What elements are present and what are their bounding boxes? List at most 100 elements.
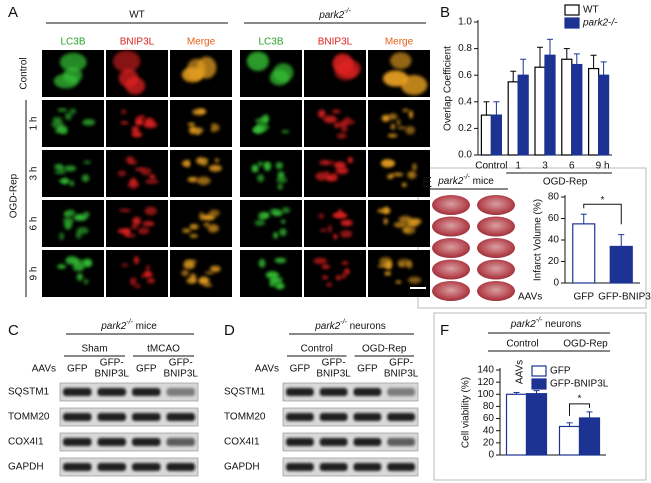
- panel-label: F: [440, 322, 449, 339]
- fluorescence: [203, 283, 213, 287]
- fluorescence: [194, 129, 201, 135]
- y-tick-label: 80: [483, 401, 495, 412]
- fluorescence: [53, 73, 79, 89]
- fluorescence: [269, 69, 289, 86]
- blot-band: [319, 463, 348, 471]
- row-label: 3 h: [29, 167, 40, 181]
- fluorescence: [327, 224, 332, 233]
- fluorescence: [190, 225, 196, 229]
- fluorescence: [204, 271, 215, 275]
- fluorescence: [131, 223, 138, 230]
- fluorescence: [82, 119, 96, 126]
- gene: park2: [314, 321, 340, 332]
- significance-bracket: [583, 203, 622, 225]
- fluorescence: [197, 108, 206, 114]
- fluorescence: [382, 70, 409, 87]
- fluorescence: [196, 157, 206, 165]
- channel-label: LC3B: [60, 37, 85, 48]
- significance-bracket: [569, 403, 590, 416]
- y-tick-label: 0.6: [458, 70, 472, 81]
- lane-label: BNIP3L: [384, 369, 419, 380]
- brain-slice: [432, 195, 470, 215]
- bar: [480, 114, 492, 156]
- bar: [507, 81, 519, 156]
- fluorescence: [69, 108, 77, 115]
- suffix: mice: [133, 321, 157, 332]
- fluorescence: [257, 174, 265, 183]
- fluorescence: [340, 230, 353, 238]
- blot-strip: [59, 432, 199, 452]
- blot-strip: [59, 407, 199, 427]
- fluorescence: [119, 208, 131, 212]
- protein-label: SQSTM1: [224, 387, 266, 398]
- fluorescence: [181, 269, 189, 277]
- fluorescence: [324, 171, 330, 175]
- legend-swatch: [531, 365, 547, 377]
- fluorescence: [313, 257, 328, 265]
- fluorescence: [389, 161, 395, 166]
- superscript: -/-: [344, 8, 351, 15]
- y-axis-label: Overlap Coefficient: [443, 46, 454, 131]
- fluorescence: [405, 126, 415, 135]
- x-tick-label: 1: [515, 161, 521, 172]
- fluorescence: [318, 212, 325, 220]
- y-tick-label: 20: [483, 437, 495, 448]
- blot-band: [166, 388, 195, 396]
- fluorescence: [83, 160, 91, 165]
- fluorescence: [182, 228, 191, 233]
- blot-strip: [282, 457, 419, 477]
- blot-strip: [282, 407, 419, 427]
- blot-band: [97, 463, 126, 471]
- lane-label: GFP: [290, 364, 311, 375]
- x-tick-label: 9 h: [596, 161, 610, 172]
- fluorescence: [76, 273, 84, 281]
- fluorescence: [58, 178, 70, 184]
- superscript: -/-: [536, 317, 543, 324]
- lane-label: BNIP3L: [316, 369, 351, 380]
- fluorescence: [392, 172, 404, 177]
- fluorescence: [125, 77, 146, 95]
- fluorescence: [183, 260, 196, 270]
- fluorescence: [64, 165, 77, 172]
- fluorescence: [281, 129, 290, 134]
- fluorescence: [188, 125, 196, 135]
- fluorescence: [64, 221, 72, 230]
- blot-band: [286, 388, 314, 396]
- micrograph: [42, 150, 104, 197]
- channel-label: BNIP3L: [318, 37, 353, 48]
- micrograph: [240, 150, 302, 197]
- fluorescence: [317, 109, 326, 119]
- fluorescence: [335, 275, 341, 281]
- bar: [578, 417, 601, 456]
- x-tick-label: Control: [475, 161, 507, 172]
- lane-label: GFP-: [322, 358, 346, 369]
- brain-slice: [477, 216, 515, 237]
- fluorescence: [214, 158, 220, 163]
- y-axis-label: Cell viability (%): [461, 377, 472, 448]
- gene: park2: [510, 319, 536, 330]
- blot-strip: [59, 382, 199, 402]
- suffix: neurons: [542, 319, 581, 330]
- fluorescence: [198, 276, 210, 285]
- fluorescence: [117, 170, 127, 177]
- fluorescence: [412, 163, 417, 172]
- fluorescence: [199, 211, 205, 221]
- fluorescence: [142, 220, 155, 227]
- fluorescence: [321, 275, 329, 280]
- blot-band: [166, 413, 195, 421]
- fluorescence: [120, 121, 129, 125]
- blot-band: [132, 413, 161, 421]
- legend-label: WT: [583, 5, 599, 16]
- bar: [597, 74, 610, 156]
- bar: [534, 66, 546, 156]
- fluorescence: [181, 160, 190, 167]
- blot-strip: [282, 382, 419, 402]
- fluorescence: [258, 211, 267, 221]
- blot-band: [97, 438, 126, 446]
- fluorescence: [323, 115, 338, 124]
- fluorescence: [258, 258, 266, 268]
- blot-band: [319, 388, 348, 396]
- fluorescence: [59, 52, 87, 72]
- fluorescence: [271, 210, 283, 217]
